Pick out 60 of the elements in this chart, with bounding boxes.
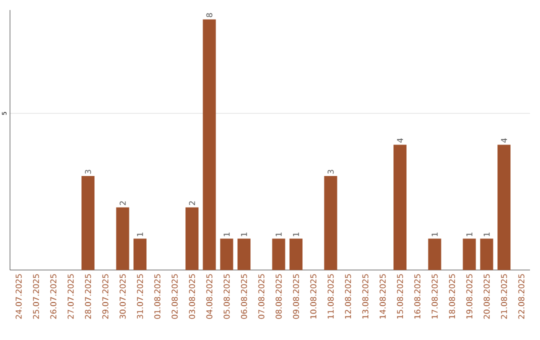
data-label: 1 [293, 232, 299, 236]
data-label: 2 [120, 201, 126, 206]
bar [202, 19, 216, 270]
data-label: 1 [484, 232, 490, 236]
bar [116, 207, 130, 270]
x-tick-label: 22.08.2025 [518, 274, 524, 319]
bar [220, 238, 234, 270]
data-label: 1 [276, 232, 282, 236]
data-label: 1 [241, 232, 247, 236]
bar [272, 238, 286, 270]
bar [324, 176, 338, 270]
data-label: 4 [501, 138, 507, 143]
x-tick-label: 25.07.2025 [32, 274, 40, 319]
bar [428, 238, 442, 270]
bar [498, 144, 511, 270]
x-tick-label: 27.07.2025 [68, 274, 74, 319]
x-tick-label: 14.08.2025 [380, 274, 386, 318]
x-tick-label: 07.08.2025 [258, 274, 264, 319]
x-tick-label: 11.08.2025 [328, 274, 334, 318]
bar [480, 238, 494, 270]
data-label: 3 [84, 170, 92, 174]
x-tick-label: 09.08.2025 [292, 274, 300, 319]
data-label: 8 [206, 13, 212, 18]
x-tick-label: 26.07.2025 [50, 274, 56, 319]
x-tick-label: 20.08.2025 [484, 274, 490, 319]
data-label: 1 [224, 232, 230, 236]
x-tick-label: 24.07.2025 [16, 274, 22, 319]
x-tick-label: 13.08.2025 [362, 274, 368, 318]
bar [394, 144, 407, 270]
x-tick-label: 05.08.2025 [224, 274, 230, 319]
x-tick-label: 17.08.2025 [432, 274, 438, 318]
data-label: 2 [189, 201, 195, 206]
x-tick-label: 16.08.2025 [414, 274, 420, 318]
x-tick-label: 31.07.2025 [136, 274, 144, 319]
x-tick-label: 04.08.2025 [206, 274, 212, 319]
x-tick-label: 02.08.2025 [172, 274, 178, 319]
bar [290, 238, 303, 270]
x-tick-label: 01.08.2025 [154, 274, 160, 319]
x-tick-label: 06.08.2025 [240, 274, 248, 319]
x-tick-label: 19.08.2025 [466, 274, 472, 318]
data-label: 1 [137, 232, 143, 236]
x-tick-label: 08.08.2025 [276, 274, 282, 319]
x-tick-label: 12.08.2025 [344, 274, 352, 318]
data-label: 1 [432, 232, 438, 236]
x-tick-label: 15.08.2025 [396, 274, 404, 318]
bar [186, 207, 199, 270]
x-tick-label: 28.07.2025 [84, 274, 92, 319]
x-tick-label: 21.08.2025 [500, 274, 508, 319]
data-label: 4 [397, 138, 403, 143]
x-tick-label: 10.08.2025 [310, 274, 316, 318]
data-label: 1 [466, 232, 472, 236]
bar [134, 238, 146, 270]
bar [238, 238, 251, 270]
x-tick-label: 18.08.2025 [448, 274, 456, 318]
bar [462, 238, 476, 270]
x-tick-label: 03.08.2025 [188, 274, 196, 319]
data-label: 3 [328, 170, 334, 174]
bar [82, 176, 95, 270]
x-tick-label: 29.07.2025 [102, 274, 108, 319]
x-tick-label: 30.07.2025 [120, 274, 126, 319]
